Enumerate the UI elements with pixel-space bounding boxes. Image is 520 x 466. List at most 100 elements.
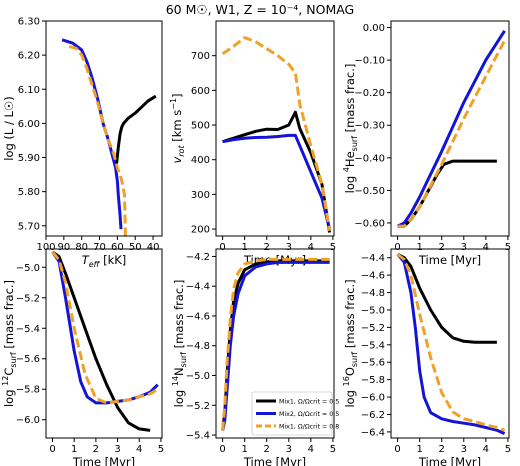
x-tick-label: 5 bbox=[505, 444, 511, 455]
x-tick-label: 5 bbox=[330, 242, 336, 253]
series-line-blue bbox=[396, 29, 506, 228]
y-tick-label: −4.4 bbox=[361, 253, 385, 264]
x-tick-label: 40 bbox=[147, 242, 160, 253]
y-tick-label: −0.50 bbox=[354, 186, 385, 197]
y-tick-label: −6.4 bbox=[361, 427, 385, 438]
x-tick-label: 3 bbox=[461, 242, 467, 253]
x-tick-label: 3 bbox=[286, 444, 292, 455]
x-tick-label: 2 bbox=[264, 444, 270, 455]
x-tick-label: 1 bbox=[241, 444, 247, 455]
y-axis-label: vrot [km s−1] bbox=[169, 93, 186, 163]
y-tick-label: 5.70 bbox=[18, 221, 40, 232]
series-line-black bbox=[396, 252, 497, 344]
series-line-orange bbox=[68, 45, 127, 236]
y-tick-label: −5.6 bbox=[361, 358, 385, 369]
series-line-black bbox=[51, 250, 151, 432]
y-axis-label: log 4Hesurf [mass frac.] bbox=[342, 64, 359, 194]
y-tick-label: 0.00 bbox=[363, 23, 385, 34]
y-tick-label: −5.2 bbox=[16, 293, 40, 304]
y-tick-label: −5.6 bbox=[16, 354, 40, 365]
y-tick-label: 5.80 bbox=[18, 187, 40, 198]
y-tick-label: 600 bbox=[191, 86, 210, 97]
panel-6: 0 1 2 3 4 5 −4.4 −4.6 −4.8 −5.0 −5.2 −5.4 −5.6 −5.8 −6… bbox=[342, 248, 511, 466]
series-line-blue bbox=[222, 133, 332, 230]
y-tick-label: −5.4 bbox=[361, 340, 385, 351]
x-tick-label: 2 bbox=[439, 444, 445, 455]
x-tick-label: 80 bbox=[75, 242, 88, 253]
y-tick-label: 700 bbox=[191, 51, 210, 62]
legend: Mix1, Ω/Ωcrit = 0.5 Mix2, Ω/Ωcrit = 0.5 Mi… bbox=[251, 391, 339, 436]
series-line-black bbox=[222, 110, 332, 233]
y-axis-label: log 14Nsurf [mass frac.] bbox=[171, 280, 188, 408]
x-axis-label: Time [Myr] bbox=[418, 455, 481, 466]
y-tick-label: 6.20 bbox=[18, 51, 40, 62]
y-tick-label: −5.8 bbox=[361, 375, 385, 386]
axes-frame bbox=[215, 248, 335, 439]
x-tick-label: 3 bbox=[114, 444, 120, 455]
x-tick-label: 4 bbox=[308, 444, 314, 455]
axes-frame bbox=[45, 248, 163, 439]
y-tick-label: −0.40 bbox=[354, 153, 385, 164]
x-tick-label: 50 bbox=[129, 242, 142, 253]
y-axis-label: log (L / L☉) bbox=[2, 96, 16, 161]
y-tick-label: −0.30 bbox=[354, 121, 385, 132]
y-tick-label: −5.2 bbox=[186, 401, 210, 412]
x-tick-label: 3 bbox=[286, 242, 292, 253]
y-tick-label: −4.6 bbox=[186, 311, 210, 322]
x-tick-label: 100 bbox=[36, 242, 55, 253]
x-tick-label: 5 bbox=[158, 444, 164, 455]
y-tick-label: −0.20 bbox=[354, 88, 385, 99]
series-line-blue bbox=[396, 253, 506, 435]
series-line-orange bbox=[221, 257, 330, 431]
x-tick-label: 60 bbox=[111, 242, 124, 253]
x-axis-label: Teff [kK] bbox=[82, 253, 127, 269]
x-tick-label: 4 bbox=[483, 242, 489, 253]
y-tick-label: −5.0 bbox=[186, 371, 210, 382]
legend-label: Mix1, Ω/Ωcrit = 0.5 bbox=[279, 398, 339, 405]
y-tick-label: 500 bbox=[191, 121, 210, 132]
x-tick-label: 1 bbox=[71, 444, 77, 455]
y-tick-label: 6.00 bbox=[18, 119, 40, 130]
axes-frame bbox=[45, 20, 163, 237]
x-tick-label: 0 bbox=[219, 242, 225, 253]
x-tick-label: 4 bbox=[136, 444, 142, 455]
series-line-orange bbox=[221, 36, 332, 232]
x-tick-label: 90 bbox=[57, 242, 70, 253]
x-axis-label: Time [Myr] bbox=[243, 455, 306, 466]
axes-frame bbox=[390, 248, 510, 439]
series-line-orange bbox=[396, 253, 506, 432]
x-tick-label: 1 bbox=[416, 242, 422, 253]
series-line-orange bbox=[397, 39, 506, 228]
y-tick-label: 5.90 bbox=[18, 153, 40, 164]
y-tick-label: −5.0 bbox=[361, 305, 385, 316]
x-axis-label: Time [Myr] bbox=[418, 253, 481, 267]
y-tick-label: 6.10 bbox=[18, 85, 40, 96]
legend-label: Mix2, Ω/Ωcrit = 0.5 bbox=[279, 411, 339, 418]
x-tick-label: 2 bbox=[264, 242, 270, 253]
x-tick-label: 70 bbox=[93, 242, 106, 253]
y-tick-label: −4.4 bbox=[186, 282, 210, 293]
legend-box bbox=[251, 391, 333, 436]
y-tick-label: −5.2 bbox=[361, 323, 385, 334]
y-tick-label: −5.4 bbox=[16, 324, 40, 335]
x-tick-label: 1 bbox=[241, 242, 247, 253]
series-line-black bbox=[115, 94, 157, 165]
y-tick-label: 300 bbox=[191, 190, 210, 201]
x-tick-label: 4 bbox=[483, 444, 489, 455]
y-tick-label: −4.6 bbox=[361, 271, 385, 282]
y-tick-label: 6.30 bbox=[18, 17, 40, 28]
y-tick-label: 200 bbox=[191, 225, 210, 236]
x-tick-label: 0 bbox=[49, 444, 55, 455]
x-tick-label: 0 bbox=[394, 444, 400, 455]
x-tick-label: 0 bbox=[394, 242, 400, 253]
y-tick-label: −4.8 bbox=[186, 341, 210, 352]
y-tick-label: −0.60 bbox=[354, 218, 385, 229]
y-tick-label: −4.8 bbox=[361, 288, 385, 299]
figure-title: 60 M☉, W1, Z = 10⁻⁴, NOMAG bbox=[165, 2, 355, 17]
panel-3: 0 1 2 3 4 5 −0.60 −0.50 −0.40 −0.30 −0.20 −0.10 0.00… bbox=[342, 20, 511, 267]
y-tick-label: −6.0 bbox=[16, 415, 40, 426]
x-tick-label: 2 bbox=[439, 242, 445, 253]
x-axis-label: Time [Myr] bbox=[72, 455, 135, 466]
